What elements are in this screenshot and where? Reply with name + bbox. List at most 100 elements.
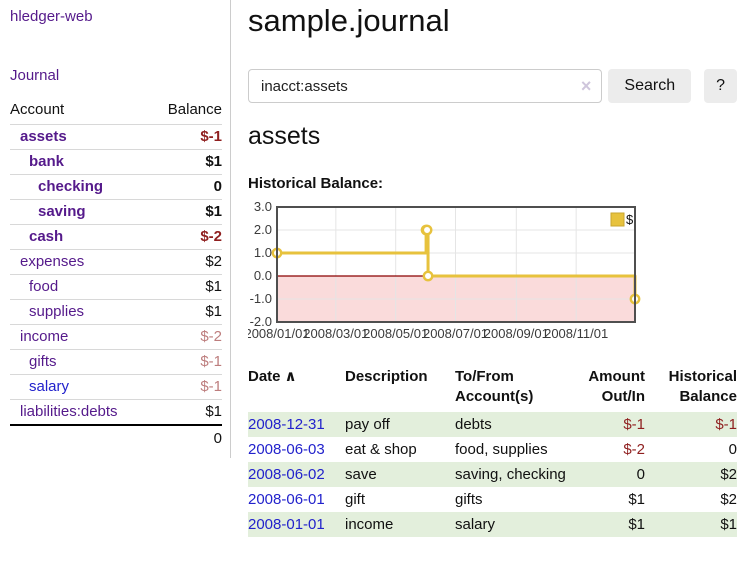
account-balance: $-1 (150, 374, 222, 400)
transaction-amount: $1 (628, 491, 645, 508)
account-heading: assets (248, 122, 321, 150)
account-link-saving[interactable]: saving (38, 203, 86, 220)
transaction-amount: 0 (575, 462, 645, 487)
x-axis-label: 2008/07/01 (423, 326, 488, 341)
transaction-date-link[interactable]: 2008-06-02 (248, 466, 325, 483)
transaction-accounts: saving, checking (455, 462, 575, 487)
plot-border (276, 206, 636, 323)
account-balance: $1 (150, 274, 222, 300)
register-table: Date ∧ Description To/From Account(s) Amo… (248, 365, 737, 537)
search-button[interactable]: Search (608, 69, 692, 103)
transaction-accounts: food, supplies (455, 441, 548, 458)
search-input[interactable] (249, 70, 568, 102)
register-row: 2008-12-31 pay off debts $-1 $-1 (248, 412, 737, 437)
transaction-balance: $1 (645, 512, 737, 537)
y-axis-label: -2.0 (250, 314, 272, 329)
sidebar: hledger-web Journal Account Balance asse… (0, 0, 231, 458)
register-row: 2008-01-01 income salary $1 $1 (248, 512, 737, 537)
transaction-balance: $-1 (645, 412, 737, 437)
data-point-marker (422, 270, 434, 282)
account-link-food[interactable]: food (29, 278, 59, 295)
y-axis-label: 0.0 (254, 268, 272, 283)
transaction-date-link[interactable]: 2008-06-03 (248, 441, 325, 458)
transaction-balance: 0 (728, 441, 737, 458)
account-link-assets[interactable]: assets (20, 128, 67, 145)
account-link-income[interactable]: income (20, 328, 69, 345)
transaction-amount: $-1 (575, 412, 645, 437)
clear-search-icon[interactable]: × (580, 76, 592, 96)
legend-label: $ (626, 212, 634, 227)
journal-link[interactable]: Journal (10, 67, 60, 84)
y-axis-label: 2.0 (254, 222, 272, 237)
account-link-expenses[interactable]: expenses (20, 253, 85, 270)
register-header-date[interactable]: Date ∧ (248, 365, 345, 412)
y-axis-label: 1.0 (254, 245, 272, 260)
accounts-table: Account Balance assets $-1 bank $1 check… (10, 97, 222, 452)
transaction-amount: $-2 (623, 441, 645, 458)
search-box: × (248, 69, 603, 103)
register-header-row: Date ∧ Description To/From Account(s) Amo… (248, 365, 737, 412)
account-row: bank $1 (10, 149, 222, 175)
transaction-description: save (345, 462, 455, 487)
accounts-header-balance: Balance (167, 101, 222, 118)
transaction-date-link[interactable]: 2008-06-01 (248, 491, 325, 508)
x-axis-label: 2008/03/01 (303, 326, 368, 341)
account-link-checking[interactable]: checking (38, 178, 104, 195)
x-axis-label: 2008/01/01 (248, 326, 310, 341)
register-row: 2008-06-03 eat & shop food, supplies $-2… (248, 437, 737, 462)
account-balance: $-1 (150, 349, 222, 375)
chart-title: Historical Balance: (248, 175, 384, 192)
account-row: gifts $-1 (10, 349, 222, 375)
account-row: income $-2 (10, 324, 222, 350)
app-title-link[interactable]: hledger-web (10, 8, 93, 25)
data-point-marker (421, 224, 433, 236)
transaction-description: pay off (345, 412, 455, 437)
accounts-header-row: Account Balance (10, 97, 222, 125)
x-axis-label: 2008/09/01 (484, 326, 549, 341)
transaction-date-link[interactable]: 2008-12-31 (248, 416, 325, 433)
account-link-bank[interactable]: bank (29, 153, 65, 170)
account-balance: $1 (150, 199, 222, 225)
accounts-total-value: 0 (150, 424, 222, 452)
accounts-total-spacer (10, 424, 151, 452)
account-link-salary[interactable]: salary (29, 378, 70, 395)
transaction-date-link[interactable]: 2008-01-01 (248, 516, 325, 533)
account-link-cash[interactable]: cash (29, 228, 64, 245)
transaction-accounts: gifts (455, 491, 483, 508)
account-link-gifts[interactable]: gifts (29, 353, 57, 370)
register-row: 2008-06-02 save saving, checking 0 $2 (248, 462, 737, 487)
account-row: supplies $1 (10, 299, 222, 325)
x-axis-label: 2008/11/01 (544, 326, 608, 341)
account-link-liabilities-debts[interactable]: liabilities:debts (20, 403, 118, 420)
transaction-accounts: debts (455, 412, 575, 437)
account-balance: $1 (150, 399, 222, 425)
account-row: cash $-2 (10, 224, 222, 250)
account-row: expenses $2 (10, 249, 222, 275)
transaction-description: income (345, 512, 455, 537)
sort-ascending-icon: ∧ (284, 368, 297, 385)
legend-swatch (610, 212, 625, 227)
main-content: sample.journal × Search ? assets Histori… (231, 0, 742, 537)
account-row: saving $1 (10, 199, 222, 225)
date-header-label: Date (248, 368, 281, 385)
account-row: liabilities:debts $1 (10, 399, 222, 425)
x-axis-label: 2008/05/01 (363, 326, 428, 341)
account-balance: $-1 (150, 124, 222, 150)
help-button[interactable]: ? (704, 69, 737, 103)
account-balance: $1 (150, 299, 222, 325)
register-header-balance: Historical Balance (645, 365, 737, 412)
register-header-amount: Amount Out/In (575, 365, 645, 412)
account-link-supplies[interactable]: supplies (29, 303, 85, 320)
transaction-balance: $2 (720, 491, 737, 508)
register-header-accounts: To/From Account(s) (455, 365, 575, 412)
transaction-balance: $2 (645, 462, 737, 487)
historical-balance-svg: $3.0 2.0 1.0 0.0 -1.0 -2.02008/01/012008/03/0… (244, 199, 641, 341)
page-title: sample.journal (248, 3, 450, 38)
transaction-amount: $1 (575, 512, 645, 537)
account-row: checking 0 (10, 174, 222, 200)
account-balance: 0 (150, 174, 222, 200)
account-row: food $1 (10, 274, 222, 300)
accounts-header-account: Account (10, 101, 65, 118)
historical-balance-chart: $3.0 2.0 1.0 0.0 -1.0 -2.0 2008/01/01 2008/03/0… (244, 199, 737, 345)
transaction-accounts: salary (455, 512, 575, 537)
